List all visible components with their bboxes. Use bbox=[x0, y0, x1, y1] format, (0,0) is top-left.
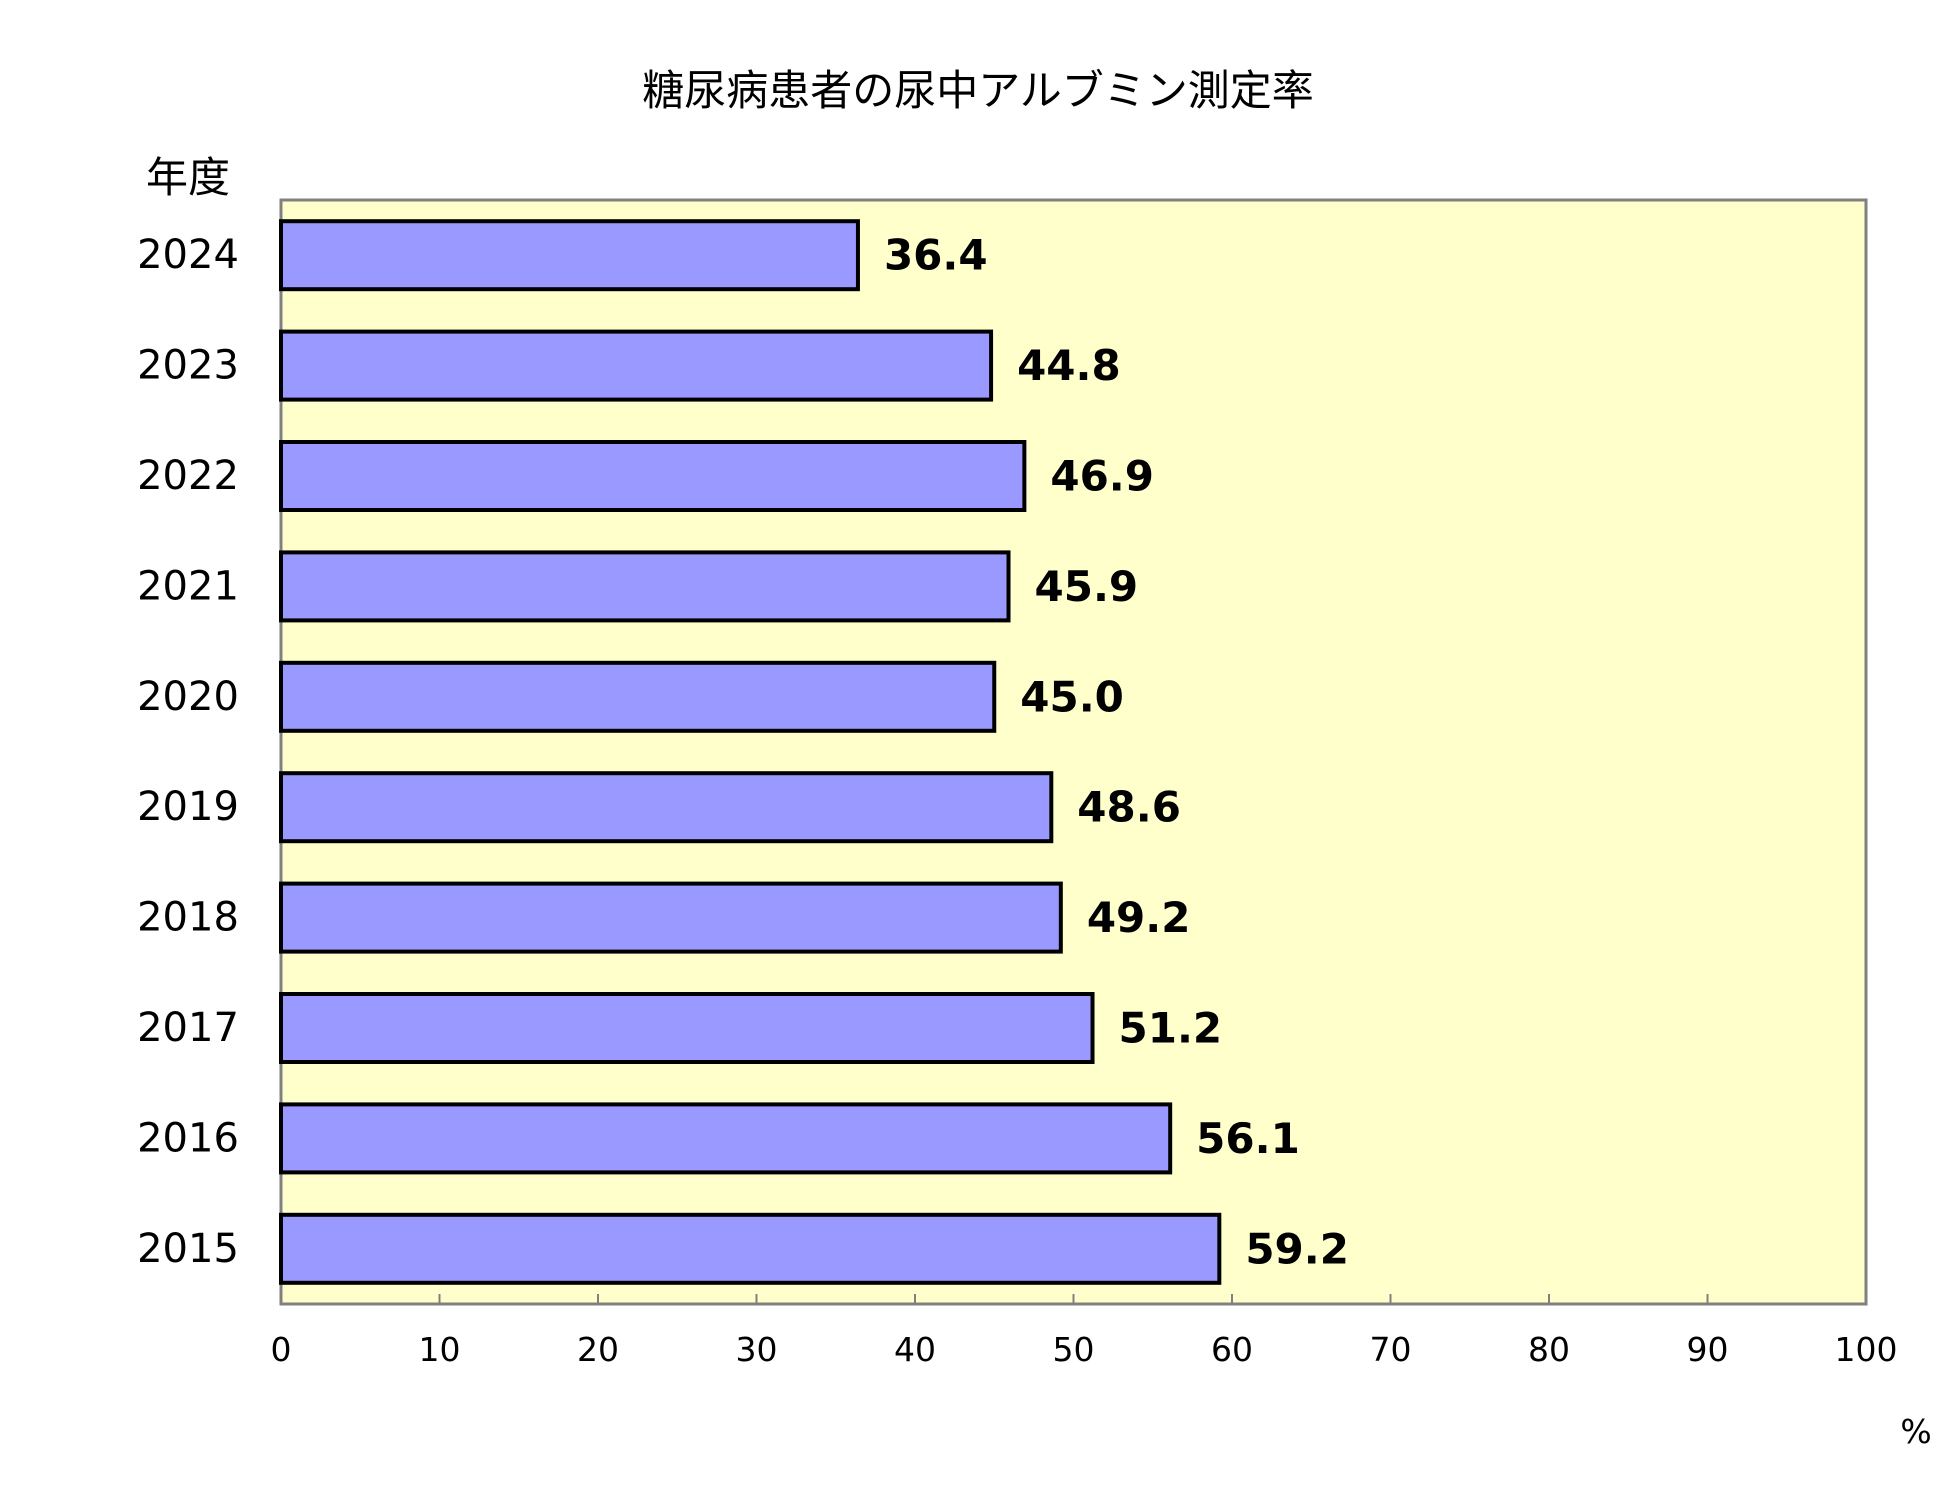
category-label-2020: 2020 bbox=[137, 674, 239, 720]
category-label-2018: 2018 bbox=[137, 895, 239, 941]
category-label-2021: 2021 bbox=[137, 563, 239, 609]
data-label-2021: 45.9 bbox=[1035, 562, 1139, 611]
x-tick-label-70: 70 bbox=[1370, 1330, 1412, 1369]
bar-2017 bbox=[279, 992, 1095, 1064]
data-label-2017: 51.2 bbox=[1119, 1004, 1223, 1053]
x-axis: 0 10 20 30 40 50 60 70 80 90 100 bbox=[271, 1294, 1898, 1369]
category-label-2017: 2017 bbox=[137, 1005, 239, 1051]
data-label-2018: 49.2 bbox=[1087, 893, 1191, 942]
x-tick-label-40: 40 bbox=[894, 1330, 936, 1369]
category-label-2023: 2023 bbox=[137, 343, 239, 389]
bar-2015 bbox=[279, 1212, 1222, 1285]
x-tick-label-10: 10 bbox=[419, 1330, 461, 1369]
data-label-2015: 59.2 bbox=[1245, 1224, 1349, 1273]
x-axis-unit: % bbox=[1900, 1412, 1931, 1451]
data-labels: 36.4 44.8 46.9 45.9 45.0 48.6 49.2 51.2 56.1 59.2 bbox=[884, 231, 1349, 1274]
bar-2018 bbox=[279, 881, 1063, 954]
category-label-2024: 2024 bbox=[137, 232, 239, 278]
category-label-2019: 2019 bbox=[137, 784, 239, 830]
y-axis-title: 年度 bbox=[146, 153, 230, 202]
x-tick-label-100: 100 bbox=[1835, 1330, 1898, 1369]
data-label-2024: 36.4 bbox=[884, 231, 988, 280]
data-label-2016: 56.1 bbox=[1196, 1114, 1300, 1163]
x-tick-label-30: 30 bbox=[736, 1330, 778, 1369]
bar-2020 bbox=[279, 660, 997, 733]
bar-2024 bbox=[279, 219, 860, 292]
data-label-2022: 46.9 bbox=[1050, 452, 1154, 501]
x-tick-label-0: 0 bbox=[271, 1330, 292, 1369]
data-label-2023: 44.8 bbox=[1017, 341, 1121, 390]
bar-2019 bbox=[279, 771, 1054, 844]
category-labels: 2024 2023 2022 2021 2020 2019 2018 2017 2016 2015 bbox=[137, 232, 239, 1272]
chart-title: 糖尿病患者の尿中アルブミン測定率 bbox=[642, 66, 1314, 115]
x-tick-label-60: 60 bbox=[1211, 1330, 1253, 1369]
x-tick-label-90: 90 bbox=[1687, 1330, 1729, 1369]
x-tick-label-50: 50 bbox=[1053, 1330, 1095, 1369]
data-label-2020: 45.0 bbox=[1020, 672, 1124, 721]
x-tick-label-20: 20 bbox=[577, 1330, 619, 1369]
x-tick-label-80: 80 bbox=[1528, 1330, 1570, 1369]
bar-2022 bbox=[279, 440, 1027, 512]
category-label-2022: 2022 bbox=[137, 453, 239, 499]
bar-2023 bbox=[279, 329, 994, 402]
category-label-2016: 2016 bbox=[137, 1115, 239, 1161]
bar-2016 bbox=[279, 1102, 1173, 1175]
bars bbox=[279, 219, 1222, 1285]
category-label-2015: 2015 bbox=[137, 1226, 239, 1272]
data-label-2019: 48.6 bbox=[1077, 783, 1181, 832]
bar-2021 bbox=[279, 550, 1011, 623]
